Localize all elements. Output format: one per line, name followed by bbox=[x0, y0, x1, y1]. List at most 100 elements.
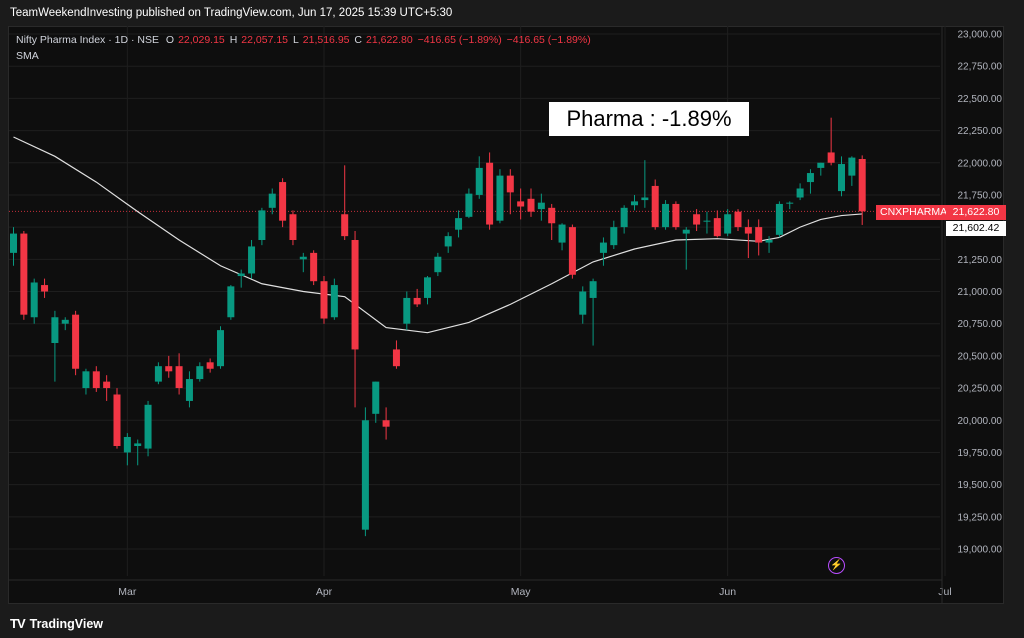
candle-body-up bbox=[775, 203, 783, 235]
close-label: C bbox=[354, 34, 363, 46]
tradingview-brand-text: TradingView bbox=[29, 616, 104, 631]
symbol-price-tag: CNXPHARMA bbox=[876, 205, 947, 220]
candle-body-down bbox=[827, 152, 835, 163]
candle-body-up bbox=[786, 202, 794, 204]
candle-body-down bbox=[279, 182, 287, 221]
candle-body-up bbox=[558, 224, 566, 243]
candle-body-down bbox=[165, 366, 173, 372]
candle-body-down bbox=[103, 381, 111, 389]
candle-body-down bbox=[20, 233, 28, 315]
y-tick-label: 21,750.00 bbox=[958, 190, 1003, 201]
candle-body-up bbox=[217, 330, 224, 367]
candle-body-down bbox=[175, 366, 183, 389]
candle-body-up bbox=[496, 175, 504, 221]
footer-bar bbox=[0, 604, 1024, 638]
candle-body-up bbox=[424, 277, 431, 298]
low-label: L bbox=[292, 34, 299, 46]
candle-body-up bbox=[237, 273, 245, 277]
candle-body-down bbox=[568, 227, 576, 275]
candle-body-up bbox=[589, 281, 597, 298]
candle-body-down bbox=[672, 203, 680, 228]
y-tick-label: 23,000.00 bbox=[958, 30, 1003, 41]
y-tick-label: 19,000.00 bbox=[958, 545, 1003, 556]
y-tick-label: 22,750.00 bbox=[958, 62, 1003, 73]
candle-body-down bbox=[92, 371, 100, 389]
flash-icon[interactable]: ⚡ bbox=[828, 557, 845, 574]
candle-body-up bbox=[361, 420, 369, 530]
candle-body-down bbox=[320, 281, 328, 319]
candle-body-down bbox=[289, 214, 297, 240]
candle-body-down bbox=[382, 420, 390, 427]
sma-line bbox=[13, 136, 863, 334]
candle-body-up bbox=[599, 242, 607, 253]
x-tick-label: Jun bbox=[719, 586, 736, 598]
candle-body-up bbox=[838, 164, 845, 192]
low-value: 21,516.95 bbox=[302, 34, 350, 46]
candle-body-down bbox=[734, 211, 742, 228]
candle-body-up bbox=[134, 443, 142, 446]
tradingview-logo-icon: TV bbox=[10, 616, 26, 631]
y-tick-label: 20,750.00 bbox=[958, 319, 1003, 330]
candle-body-up bbox=[268, 193, 276, 208]
candle-body-down bbox=[413, 297, 421, 305]
candle-body-down bbox=[341, 214, 349, 237]
sma-indicator-label[interactable]: SMA bbox=[16, 50, 39, 62]
y-tick-label: 21,000.00 bbox=[958, 287, 1003, 298]
candle-body-up bbox=[703, 220, 711, 222]
candle-body-up bbox=[817, 162, 825, 168]
candle-body-up bbox=[765, 240, 773, 243]
candle-body-up bbox=[258, 210, 266, 240]
candle-body-up bbox=[806, 173, 814, 183]
last-price-tag: 21,622.80 bbox=[946, 205, 1006, 220]
candle-body-up bbox=[10, 233, 17, 253]
candle-body-down bbox=[506, 175, 514, 193]
candle-body-up bbox=[123, 436, 131, 453]
y-tick-label: 20,250.00 bbox=[958, 384, 1003, 395]
high-label: H bbox=[229, 34, 238, 46]
candle-body-down bbox=[206, 362, 214, 369]
candle-body-up bbox=[724, 214, 732, 234]
candle-body-up bbox=[196, 366, 204, 380]
open-label: O bbox=[165, 34, 175, 46]
candle-body-up bbox=[610, 227, 618, 246]
y-tick-label: 22,000.00 bbox=[958, 158, 1003, 169]
candle-body-up bbox=[227, 286, 235, 318]
y-tick-label: 20,500.00 bbox=[958, 351, 1003, 362]
close-value: 21,622.80 bbox=[366, 34, 413, 46]
y-tick-label: 22,500.00 bbox=[958, 94, 1003, 105]
candle-body-up bbox=[641, 197, 649, 201]
candle-body-down bbox=[755, 227, 763, 243]
candle-body-up bbox=[537, 202, 545, 210]
y-tick-label: 20,000.00 bbox=[958, 416, 1003, 427]
candle-body-up bbox=[620, 207, 628, 228]
tradingview-logo[interactable]: TV TradingView bbox=[10, 616, 103, 631]
candle-body-down bbox=[527, 198, 535, 212]
chart-frame[interactable] bbox=[8, 26, 1004, 604]
candle-body-up bbox=[82, 371, 90, 389]
candle-body-down bbox=[744, 227, 752, 234]
published-by-text: TeamWeekendInvesting published on Tradin… bbox=[10, 7, 453, 19]
y-tick-label: 22,250.00 bbox=[958, 126, 1003, 137]
candle-body-up bbox=[848, 157, 856, 176]
annotation-callout[interactable]: Pharma : -1.89% bbox=[549, 102, 749, 136]
candle-body-down bbox=[41, 285, 49, 292]
y-tick-label: 21,250.00 bbox=[958, 255, 1003, 266]
sma-price-tag: 21,602.42 bbox=[946, 221, 1006, 236]
candle-body-up bbox=[185, 379, 193, 401]
candle-body-up bbox=[465, 193, 473, 217]
symbol-label[interactable]: Nifty Pharma Index · 1D · NSE bbox=[16, 34, 159, 46]
candle-body-down bbox=[392, 349, 400, 367]
candle-body-down bbox=[113, 394, 121, 446]
candle-body-up bbox=[434, 256, 442, 273]
candle-body-up bbox=[154, 366, 162, 382]
candle-body-up bbox=[61, 319, 69, 324]
candle-body-down bbox=[517, 201, 525, 207]
candle-body-up bbox=[796, 188, 804, 198]
candle-body-up bbox=[579, 291, 587, 315]
candle-body-up bbox=[682, 229, 690, 234]
candle-body-up bbox=[30, 282, 38, 318]
candle-body-up bbox=[475, 167, 483, 195]
candle-body-down bbox=[548, 207, 556, 224]
candle-body-up bbox=[144, 404, 152, 449]
